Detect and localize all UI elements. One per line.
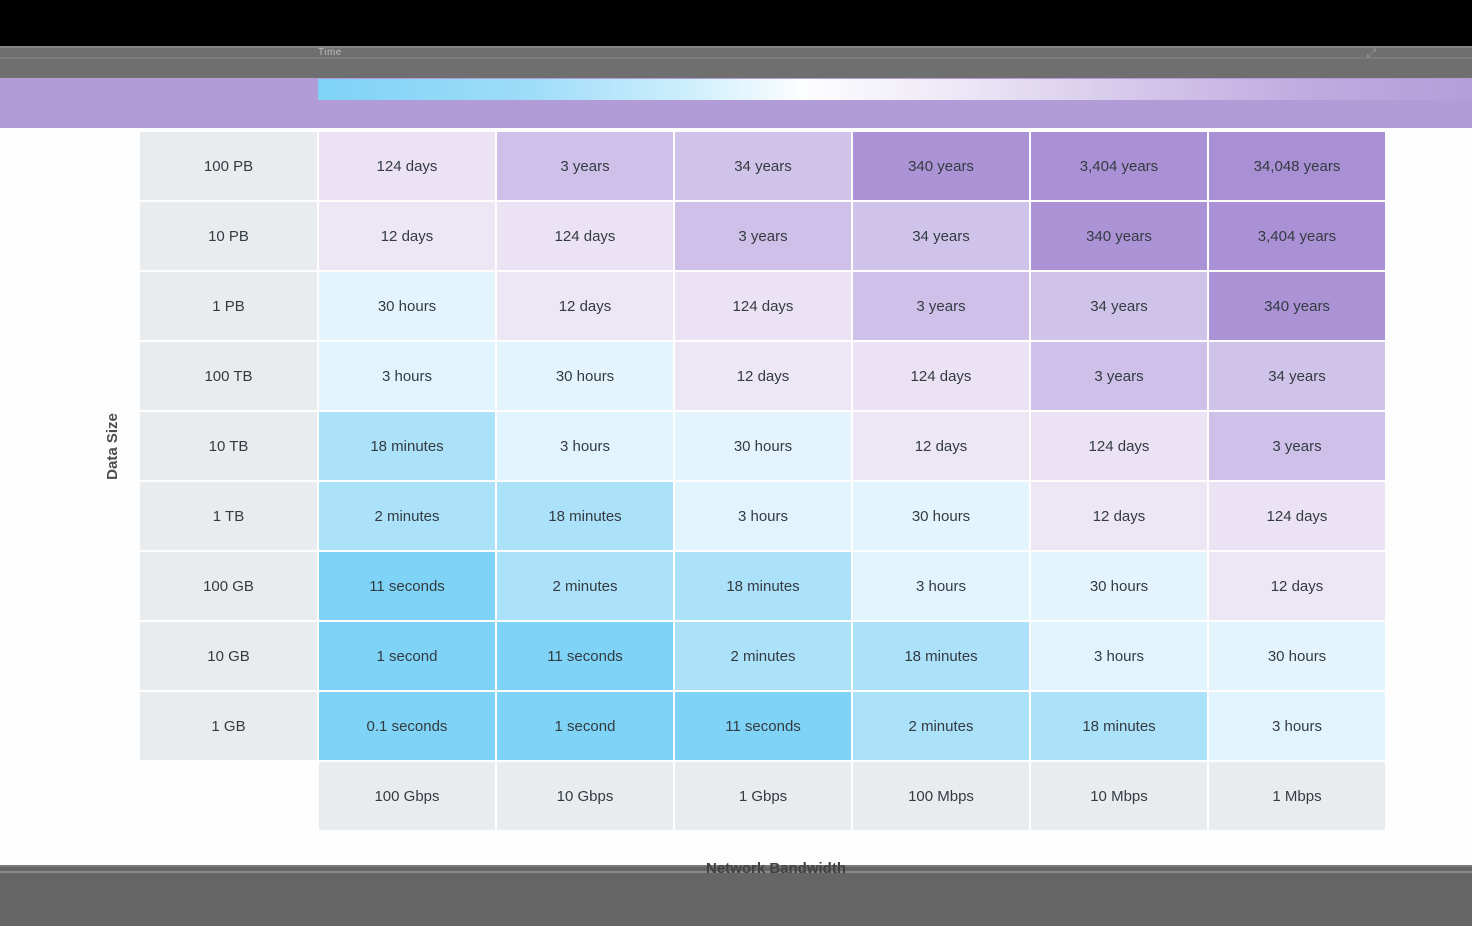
row-header-cell: 10 GB: [140, 622, 317, 690]
time-cell: 3 hours: [497, 412, 673, 480]
time-cell: 124 days: [1031, 412, 1207, 480]
time-cell: 18 minutes: [497, 482, 673, 550]
time-cell: 18 minutes: [319, 412, 495, 480]
time-cell: 3 years: [853, 272, 1029, 340]
time-cell: 2 minutes: [853, 692, 1029, 760]
row-header-cell: 100 PB: [140, 132, 317, 200]
time-cell: 11 seconds: [319, 552, 495, 620]
time-cell: 3 years: [1031, 342, 1207, 410]
time-cell: 124 days: [319, 132, 495, 200]
expand-icon[interactable]: ⤢: [1366, 46, 1376, 60]
row-header-cell: 100 TB: [140, 342, 317, 410]
time-cell: 34 years: [853, 202, 1029, 270]
time-cell: 34 years: [1209, 342, 1385, 410]
time-cell: 34 years: [675, 132, 851, 200]
time-cell: 11 seconds: [675, 692, 851, 760]
bandwidth-header-cell: 1 Gbps: [675, 762, 851, 830]
time-cell: 2 minutes: [319, 482, 495, 550]
row-header-cell: 10 TB: [140, 412, 317, 480]
time-cell: 18 minutes: [853, 622, 1029, 690]
time-cell: 12 days: [497, 272, 673, 340]
bottom-gray-bar: [0, 865, 1472, 926]
toolbar-divider-top: [0, 46, 1472, 48]
time-cell: 340 years: [1031, 202, 1207, 270]
time-cell: 3 years: [497, 132, 673, 200]
time-cell: 2 minutes: [497, 552, 673, 620]
row-header-cell: 1 PB: [140, 272, 317, 340]
time-cell: 3 hours: [675, 482, 851, 550]
time-cell: 30 hours: [1031, 552, 1207, 620]
time-cell: 30 hours: [497, 342, 673, 410]
legend-band: [0, 78, 1472, 128]
y-axis-label: Data Size: [103, 412, 121, 480]
time-cell: 12 days: [319, 202, 495, 270]
time-cell: 18 minutes: [675, 552, 851, 620]
footer-divider: [0, 865, 1472, 867]
time-cell: 34 years: [1031, 272, 1207, 340]
bandwidth-header-cell: 100 Gbps: [319, 762, 495, 830]
toolbar: Time ⤢: [0, 46, 1472, 78]
bandwidth-header-cell: 100 Mbps: [853, 762, 1029, 830]
empty-corner-cell: [140, 762, 317, 830]
time-cell: 124 days: [853, 342, 1029, 410]
time-cell: 1 second: [319, 622, 495, 690]
time-cell: 3,404 years: [1031, 132, 1207, 200]
time-cell: 1 second: [497, 692, 673, 760]
row-header-cell: 1 TB: [140, 482, 317, 550]
time-cell: 3 years: [1209, 412, 1385, 480]
time-cell: 11 seconds: [497, 622, 673, 690]
time-cell: 12 days: [853, 412, 1029, 480]
time-cell: 30 hours: [1209, 622, 1385, 690]
scrubber-line[interactable]: [0, 871, 1472, 873]
time-cell: 30 hours: [675, 412, 851, 480]
time-cell: 12 days: [675, 342, 851, 410]
time-cell: 30 hours: [319, 272, 495, 340]
time-cell: 12 days: [1031, 482, 1207, 550]
time-cell: 3 hours: [1031, 622, 1207, 690]
time-cell: 124 days: [497, 202, 673, 270]
time-cell: 3,404 years: [1209, 202, 1385, 270]
time-cell: 0.1 seconds: [319, 692, 495, 760]
legend-title: Time: [318, 47, 342, 58]
bandwidth-header-cell: 10 Gbps: [497, 762, 673, 830]
x-axis-label: Network Bandwidth: [706, 860, 847, 877]
time-cell: 18 minutes: [1031, 692, 1207, 760]
time-cell: 3 hours: [319, 342, 495, 410]
time-cell: 3 years: [675, 202, 851, 270]
time-cell: 340 years: [853, 132, 1029, 200]
time-cell: 340 years: [1209, 272, 1385, 340]
time-cell: 34,048 years: [1209, 132, 1385, 200]
time-cell: 3 hours: [1209, 692, 1385, 760]
row-header-cell: 10 PB: [140, 202, 317, 270]
y-axis-label-box: Data Size: [86, 404, 138, 488]
heatmap-grid: 100 PB 124 days 3 years 34 years 340 years 3,…: [140, 132, 1385, 830]
time-gradient-legend: [318, 79, 1472, 100]
time-cell: 3 hours: [853, 552, 1029, 620]
bandwidth-header-cell: 1 Mbps: [1209, 762, 1385, 830]
time-cell: 124 days: [675, 272, 851, 340]
toolbar-divider-bottom: [0, 57, 1472, 59]
row-header-cell: 100 GB: [140, 552, 317, 620]
top-black-bar: [0, 0, 1472, 46]
time-cell: 12 days: [1209, 552, 1385, 620]
time-cell: 124 days: [1209, 482, 1385, 550]
time-cell: 30 hours: [853, 482, 1029, 550]
bandwidth-header-cell: 10 Mbps: [1031, 762, 1207, 830]
row-header-cell: 1 GB: [140, 692, 317, 760]
time-cell: 2 minutes: [675, 622, 851, 690]
